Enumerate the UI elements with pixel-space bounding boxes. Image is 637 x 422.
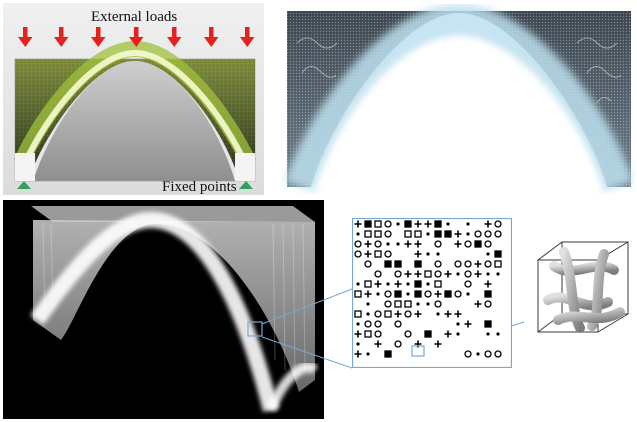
unit-cell-struts xyxy=(548,252,620,328)
microstructure-cell xyxy=(426,252,429,255)
microstructure-cell xyxy=(426,302,429,305)
arrow-down-icon xyxy=(204,27,219,47)
microstructure-cell xyxy=(496,332,499,335)
load-case-panel: External loads Fixed points xyxy=(3,3,264,195)
microstructure-cell xyxy=(395,261,401,267)
microstructure-cell xyxy=(486,332,489,335)
load-case-illustration xyxy=(3,3,264,195)
microstructure-cell xyxy=(486,252,489,255)
triangle-support-icon xyxy=(17,181,31,189)
microstructure-cell xyxy=(356,322,359,325)
microstructure-cell xyxy=(435,221,441,227)
microstructure-cell xyxy=(356,282,359,285)
microstructure-cell xyxy=(356,342,359,345)
microstructure-cell xyxy=(415,281,421,287)
rendered-arch-illustration xyxy=(277,3,635,195)
microstructure-cell xyxy=(456,272,459,275)
microstructure-cell xyxy=(366,352,369,355)
microstructure-cell xyxy=(486,272,489,275)
microstructure-cell xyxy=(496,272,499,275)
microstructure-cell xyxy=(366,312,369,315)
microstructure-cell xyxy=(435,231,441,237)
volume-render-panel xyxy=(3,200,324,419)
microstructure-panel xyxy=(352,218,512,368)
microstructure-cell xyxy=(485,321,491,327)
rendered-arch-panel xyxy=(277,3,635,195)
microstructure-cell xyxy=(426,232,429,235)
microstructure-cell xyxy=(426,282,429,285)
microstructure-cell xyxy=(446,222,449,225)
microstructure-cell xyxy=(445,291,451,297)
microstructure-cell xyxy=(376,292,379,295)
microstructure-cell xyxy=(475,241,481,247)
unit-cell-illustration xyxy=(524,230,636,350)
microstructure-cell xyxy=(365,221,371,227)
microstructure-cell xyxy=(416,302,419,305)
microstructure-cell xyxy=(415,261,421,267)
fixed-points-label: Fixed points xyxy=(162,179,237,195)
microstructure-cell xyxy=(406,282,409,285)
microstructure-cell xyxy=(495,251,501,257)
microstructure-cell xyxy=(396,242,399,245)
external-loads-label: External loads xyxy=(91,9,177,26)
microstructure-cell xyxy=(425,331,431,337)
microstructure-cell xyxy=(356,232,359,235)
microstructure-cell xyxy=(415,291,421,297)
microstructure-cell xyxy=(385,261,391,267)
microstructure-cell xyxy=(405,221,411,227)
microstructure-cell xyxy=(436,312,439,315)
arrow-down-icon xyxy=(167,27,182,47)
microstructure-cell xyxy=(386,242,389,245)
microstructure-cell xyxy=(456,332,459,335)
microstructure-cell xyxy=(466,232,469,235)
load-arrows xyxy=(18,27,255,47)
arrow-down-icon xyxy=(240,27,255,47)
microstructure-illustration xyxy=(352,218,512,368)
microstructure-cell xyxy=(395,291,401,297)
microstructure-cell xyxy=(385,351,391,357)
arrow-down-icon xyxy=(91,27,106,47)
microstructure-cell xyxy=(485,291,491,297)
microstructure-cell xyxy=(406,292,409,295)
microstructure-cell xyxy=(366,302,369,305)
unit-cell-panel xyxy=(524,230,636,350)
microstructure-cell xyxy=(466,292,469,295)
volume-render-illustration xyxy=(3,200,324,419)
microstructure-cell xyxy=(436,252,439,255)
microstructure-cell xyxy=(445,231,451,237)
triangle-support-icon xyxy=(239,181,253,189)
arrow-down-icon xyxy=(54,27,69,47)
microstructure-cell xyxy=(476,352,479,355)
microstructure-cell xyxy=(396,222,399,225)
microstructure-cell xyxy=(466,222,469,225)
microstructure-cell xyxy=(386,282,389,285)
microstructure-cell xyxy=(456,322,459,325)
arrow-down-icon xyxy=(18,27,33,47)
